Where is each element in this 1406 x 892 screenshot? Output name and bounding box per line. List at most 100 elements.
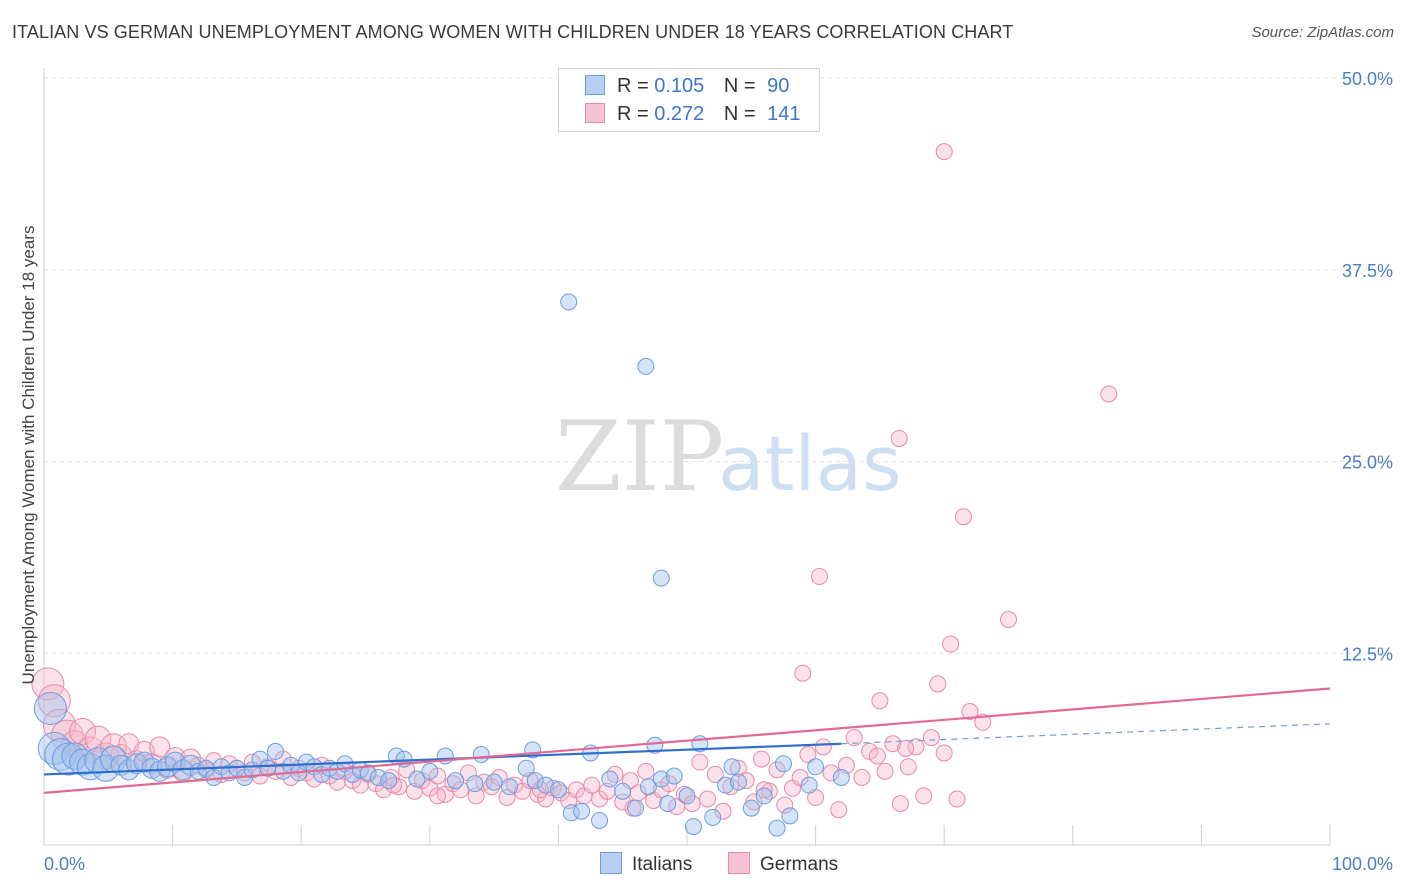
italian-point-51 (466, 775, 484, 793)
german-point-87 (706, 765, 724, 783)
italians-trend-line (43, 742, 842, 776)
italian-point-87 (832, 769, 850, 787)
italian-point-77 (742, 799, 760, 817)
bottom-italians-label: Italians (632, 854, 693, 875)
german-point-109 (876, 762, 894, 780)
germans-trend-line (43, 687, 1331, 794)
italian-point-67 (652, 770, 670, 788)
german-point-15 (149, 736, 171, 758)
italian-point-75 (723, 758, 741, 776)
german-point-126 (954, 508, 972, 526)
legend-row-italians: R = 0.105 N = 90 (585, 75, 789, 99)
italians-n-value: 90 (767, 75, 790, 97)
italian-point-5 (69, 748, 97, 776)
german-point-127 (935, 143, 953, 161)
italian-point-63 (601, 770, 619, 788)
italian-point-86 (652, 569, 670, 587)
german-point-125 (1000, 611, 1017, 629)
germans-r-label: R = (617, 103, 649, 125)
italian-point-66 (639, 778, 657, 796)
bottom-germans-swatch (728, 852, 750, 874)
german-point-117 (948, 790, 966, 808)
chart-title: ITALIAN VS GERMAN UNEMPLOYMENT AMONG WOM… (12, 22, 1014, 42)
italian-point-76 (729, 773, 747, 791)
italian-point-62 (591, 811, 609, 829)
italian-point-48 (421, 762, 439, 780)
german-point-17 (164, 747, 186, 769)
german-point-133 (531, 781, 549, 799)
german-point-54 (452, 781, 470, 799)
italian-point-79 (768, 819, 786, 837)
german-point-111 (891, 795, 909, 813)
german-point-88 (714, 802, 732, 820)
german-point-71 (583, 776, 601, 794)
german-point-116 (935, 744, 953, 762)
bottom-germans-label: Germans (760, 854, 839, 875)
german-point-74 (606, 765, 624, 783)
german-point-56 (467, 787, 485, 805)
italians-n-label: N = (723, 75, 756, 97)
german-point-102 (822, 764, 840, 782)
trend-lines (43, 687, 1331, 794)
italian-point-43 (369, 769, 387, 787)
german-point-90 (729, 759, 747, 777)
italian-point-30 (266, 742, 284, 760)
german-point-128 (1100, 385, 1118, 403)
german-point-86 (699, 790, 717, 808)
correlation-legend: R = 0.105 N = 90 R = 0.272 N = 141 (558, 68, 820, 132)
italian-point-70 (678, 787, 696, 805)
german-point-60 (498, 788, 516, 806)
italian-point-55 (517, 759, 535, 777)
german-point-105 (845, 729, 863, 747)
german-point-93 (753, 750, 771, 768)
x-tick-labels: 0.0% 100.0% (44, 854, 1393, 874)
axes (43, 68, 1331, 846)
italian-point-69 (665, 767, 683, 785)
italian-point-53 (485, 773, 503, 791)
legend-row-germans: R = 0.272 N = 141 (585, 103, 801, 127)
german-point-120 (794, 664, 812, 682)
german-point-118 (961, 703, 979, 721)
german-point-7 (84, 725, 112, 753)
italian-point-54 (501, 778, 519, 796)
bottom-legend-italians: Italians (600, 852, 692, 876)
x-tick-label-0: 0.0% (44, 854, 85, 874)
german-point-112 (899, 758, 917, 776)
german-point-0 (31, 667, 65, 701)
italian-point-50 (447, 772, 465, 790)
watermark-atlas: atlas (718, 419, 902, 508)
bottom-italians-swatch (600, 852, 622, 874)
italian-point-65 (627, 799, 645, 817)
italian-point-68 (659, 795, 677, 813)
italian-point-88 (807, 758, 825, 776)
germans-n-label: N = (723, 103, 756, 125)
germans-n-value: 141 (767, 103, 801, 125)
watermark: ZIP atlas (555, 401, 902, 513)
german-point-110 (884, 735, 902, 753)
german-point-122 (897, 739, 915, 757)
italians-r-label: R = (617, 75, 649, 97)
german-point-114 (915, 787, 933, 805)
italian-point-17 (164, 751, 186, 773)
german-point-130 (810, 568, 828, 586)
german-point-101 (814, 738, 832, 756)
german-point-55 (459, 764, 477, 782)
italian-point-78 (755, 787, 773, 805)
y-tick-label-1: 25.0% (1342, 453, 1393, 473)
italian-point-83 (646, 736, 664, 754)
italian-point-85 (637, 357, 655, 375)
germans-r-value: 0.272 (654, 103, 705, 125)
y-tick-label-0: 12.5% (1342, 644, 1393, 664)
german-point-121 (871, 692, 889, 710)
italians-r-value: 0.105 (654, 75, 705, 97)
german-point-108 (868, 747, 886, 765)
german-point-124 (942, 635, 960, 653)
italian-point-58 (549, 781, 567, 799)
chart-source: Source: ZipAtlas.com (1251, 24, 1394, 41)
german-point-123 (929, 675, 947, 693)
italian-point-44 (380, 772, 398, 790)
y-tick-label-3: 50.0% (1342, 69, 1393, 89)
italian-point-74 (717, 776, 735, 794)
italian-point-47 (408, 770, 426, 788)
watermark-zip: ZIP (555, 401, 724, 513)
